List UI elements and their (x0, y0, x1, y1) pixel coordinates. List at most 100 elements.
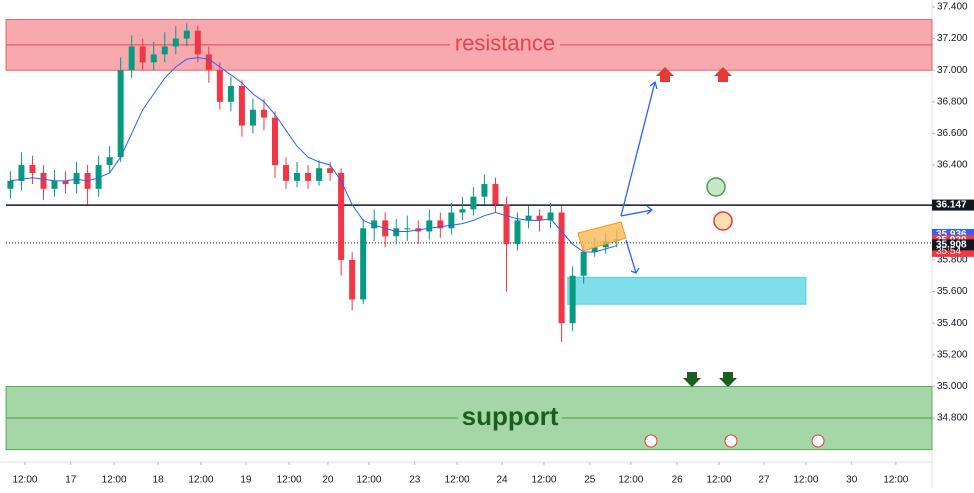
candle (271, 111, 278, 178)
x-tick-label: 19 (240, 475, 252, 486)
x-tick-label: 12:00 (102, 475, 127, 486)
candle (525, 206, 532, 229)
candle-body (481, 184, 488, 197)
candle-body (492, 184, 499, 205)
candle (161, 32, 168, 63)
candle-body (327, 168, 334, 173)
y-tick-label: 35.000 (937, 381, 968, 392)
x-tick-label: 12:00 (618, 475, 643, 486)
candle-body (294, 172, 301, 181)
up-marker (714, 67, 732, 82)
arrow-up (620, 80, 658, 217)
candle (404, 215, 411, 241)
candle-body (205, 54, 212, 71)
candle (260, 98, 267, 131)
candle-body (547, 212, 554, 221)
y-tick-label: 35.600 (937, 286, 968, 297)
candle-body (227, 86, 234, 102)
x-tick-label: 18 (153, 475, 165, 486)
y-tick-label: 36.400 (937, 160, 968, 171)
y-tick-label: 35.400 (937, 318, 968, 329)
event-icon[interactable] (811, 434, 825, 448)
y-tick-label: 36.800 (937, 96, 968, 107)
candle (294, 161, 301, 188)
event-icon[interactable] (724, 434, 738, 448)
candle-body (117, 70, 124, 158)
candle (558, 206, 565, 343)
zone-label-bg (450, 30, 560, 59)
up-marker (656, 67, 674, 82)
countdown: 35:54 (936, 246, 961, 257)
candle-body (260, 109, 267, 118)
candle (29, 155, 36, 185)
x-tick-label: 12:00 (707, 475, 732, 486)
x-tick-label: 26 (672, 475, 684, 486)
price-tag (932, 199, 974, 211)
down-marker (719, 372, 737, 387)
y-tick-label: 37.000 (937, 65, 968, 76)
y-tick-label: 35.200 (937, 349, 968, 360)
x-tick-label: 12:00 (356, 475, 381, 486)
x-tick-label: 12:00 (445, 475, 470, 486)
candle-body (580, 252, 587, 276)
candle-body (338, 172, 345, 260)
x-tick-label: 30 (846, 475, 858, 486)
candle-body (393, 228, 400, 237)
y-tick-label: 35.800 (937, 255, 968, 266)
candle-body (448, 212, 455, 229)
candle-body (29, 165, 36, 173)
candle (470, 187, 477, 216)
candle (7, 171, 14, 199)
candle (426, 209, 433, 240)
circle-marker (713, 211, 733, 231)
event-icons (644, 434, 825, 448)
zone-label: resistance (455, 31, 555, 56)
candle-body (591, 247, 598, 253)
candle (51, 169, 58, 197)
candle (205, 46, 212, 83)
candle-body (536, 215, 543, 221)
candle-body (470, 196, 477, 210)
y-tick-label: 36.600 (937, 128, 968, 139)
candle-body (216, 70, 223, 102)
x-tick-label: 12:00 (188, 475, 213, 486)
zone-label: support (462, 401, 559, 431)
x-tick-label: 12:00 (531, 475, 556, 486)
candle (227, 76, 234, 112)
price-tag (932, 239, 974, 251)
candle (40, 165, 47, 200)
candle (139, 38, 146, 71)
candle (106, 146, 113, 173)
candle-body (172, 38, 179, 47)
candle (73, 161, 80, 194)
moving-average (10, 57, 617, 253)
candle (437, 212, 444, 238)
candle (569, 266, 576, 332)
candle (172, 25, 179, 55)
candle-body (426, 220, 433, 232)
x-tick-label: 12:00 (793, 475, 818, 486)
price-tag-label: 35.908 (936, 240, 967, 251)
price-tag-label: 36.147 (936, 200, 967, 211)
candle (283, 157, 290, 189)
candle-body (238, 86, 245, 126)
candle (503, 196, 510, 292)
candle (117, 57, 124, 162)
candle (448, 203, 455, 235)
candle-body (525, 215, 532, 221)
candle (349, 252, 356, 311)
candle (481, 174, 488, 205)
candle (316, 160, 323, 186)
price-tag-label: 35.936 (936, 229, 967, 240)
candle (238, 79, 245, 137)
candle-body (503, 204, 510, 245)
arrow-right (620, 205, 654, 217)
candle-body (305, 172, 312, 181)
candle-body (283, 165, 290, 181)
down-marker (683, 372, 701, 387)
event-icon[interactable] (644, 434, 658, 448)
candle-body (73, 172, 80, 185)
x-tick-label: 12:00 (883, 475, 908, 486)
candle-body (404, 228, 411, 230)
y-tick-label: 34.800 (937, 413, 968, 424)
